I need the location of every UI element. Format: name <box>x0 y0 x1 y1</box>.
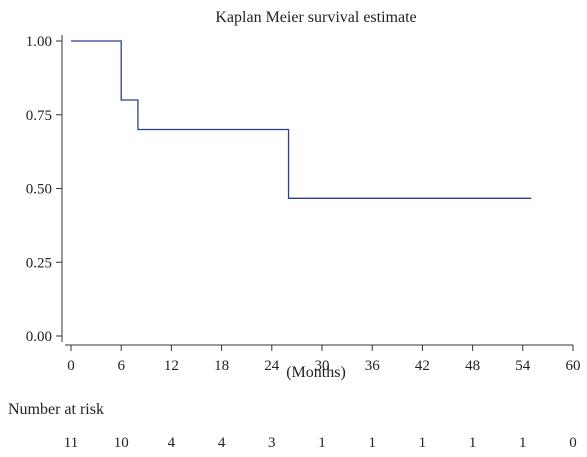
risk-table-value: 4 <box>218 435 226 451</box>
y-tick-label: 0.25 <box>26 255 52 271</box>
risk-table-value: 0 <box>569 435 577 451</box>
chart-title: Kaplan Meier survival estimate <box>215 9 416 26</box>
y-axis: 0.00 0.25 0.50 0.75 1.00 <box>26 34 63 345</box>
x-tick-label: 6 <box>117 358 125 374</box>
x-tick-label: 48 <box>465 358 480 374</box>
risk-table-value: 10 <box>114 435 129 451</box>
risk-table-value: 11 <box>64 435 78 451</box>
risk-table-label: Number at risk <box>8 401 104 418</box>
x-tick-label: 36 <box>365 358 381 374</box>
x-tick-label: 0 <box>67 358 75 374</box>
x-tick-label: 54 <box>515 358 531 374</box>
risk-table-value: 1 <box>368 435 376 451</box>
y-tick-label: 0.50 <box>26 182 52 198</box>
risk-table-value: 1 <box>419 435 427 451</box>
y-tick-label: 0.00 <box>26 329 52 345</box>
risk-table-value: 3 <box>268 435 276 451</box>
plot-area <box>71 40 532 199</box>
risk-table-value: 1 <box>318 435 326 451</box>
x-tick-label: 18 <box>214 358 229 374</box>
x-axis-label: (Months) <box>286 364 346 381</box>
survival-step-line <box>71 40 532 199</box>
x-tick-label: 24 <box>264 358 280 374</box>
risk-table-value: 1 <box>519 435 527 451</box>
risk-table-value: 4 <box>168 435 176 451</box>
y-tick-label: 0.75 <box>26 108 52 124</box>
x-tick-label: 60 <box>566 358 581 374</box>
x-tick-label: 42 <box>415 358 430 374</box>
y-tick-label: 1.00 <box>26 34 52 50</box>
risk-table-value: 1 <box>469 435 477 451</box>
x-tick-label: 12 <box>164 358 179 374</box>
x-axis: 0 6 12 18 24 30 36 42 48 54 60 <box>65 344 581 374</box>
x-tick-label: 30 <box>315 358 330 374</box>
risk-table-values: 11 10 4 4 3 1 1 1 1 1 0 <box>64 435 577 451</box>
